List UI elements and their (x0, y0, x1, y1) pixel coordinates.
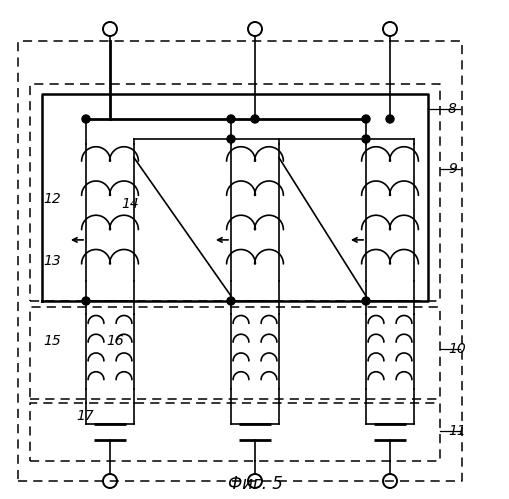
Text: 12: 12 (43, 192, 61, 206)
Circle shape (82, 115, 90, 123)
Circle shape (361, 297, 369, 305)
Text: Фиг. 5: Фиг. 5 (227, 475, 282, 493)
Circle shape (361, 115, 369, 123)
Text: 13: 13 (43, 254, 61, 268)
Text: 15: 15 (43, 334, 61, 348)
Circle shape (82, 297, 90, 305)
Text: 10: 10 (447, 342, 465, 356)
Circle shape (385, 115, 393, 123)
Circle shape (250, 115, 259, 123)
Circle shape (227, 115, 235, 123)
Text: 8: 8 (447, 102, 456, 116)
Circle shape (227, 297, 235, 305)
Circle shape (227, 135, 235, 143)
Circle shape (361, 135, 369, 143)
Text: 9: 9 (447, 162, 456, 176)
Text: 14: 14 (121, 197, 138, 211)
Text: 11: 11 (447, 424, 465, 438)
Text: 16: 16 (106, 334, 124, 348)
Text: 17: 17 (76, 409, 94, 423)
